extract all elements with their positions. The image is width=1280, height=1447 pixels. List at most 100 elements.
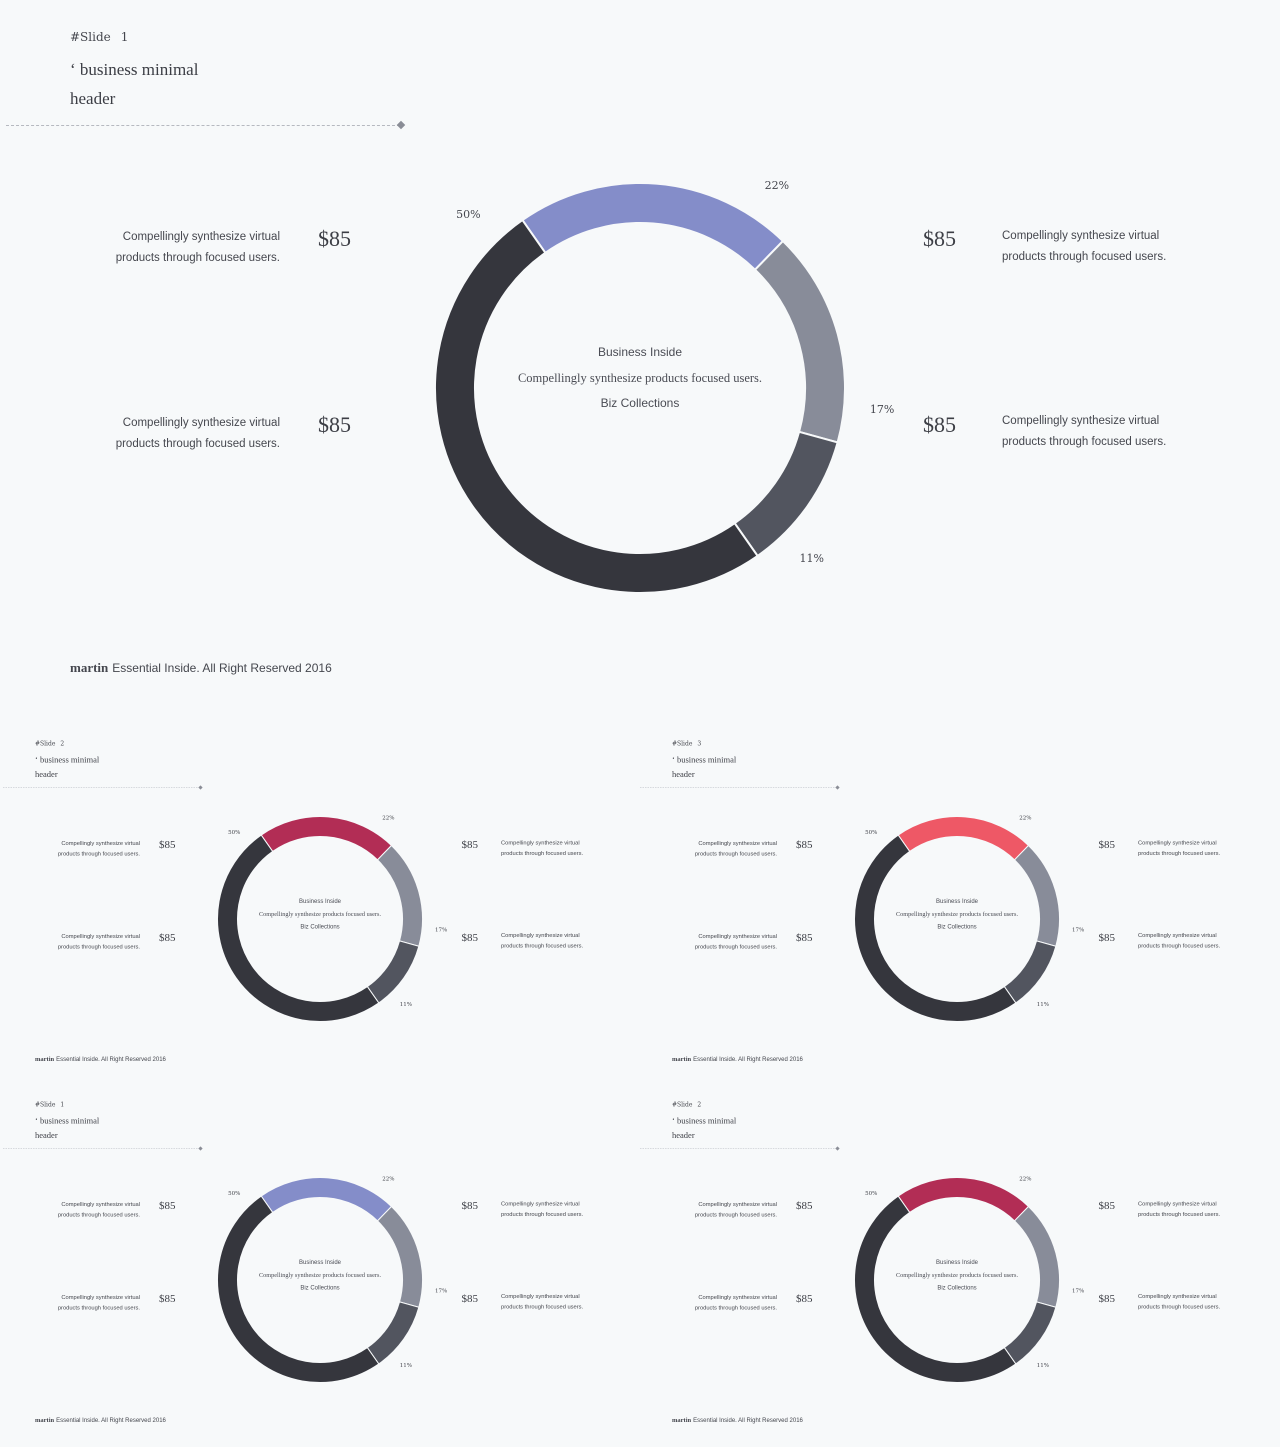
slice-label-1: 22% [1019, 1175, 1032, 1183]
price-top-right: $85 [1098, 1199, 1116, 1212]
slice-label-4: 50% [228, 1190, 241, 1197]
donut-slice-1 [897, 1177, 1030, 1222]
donut-slice-1 [260, 816, 393, 861]
slide-title: ‘ business minimal header [70, 55, 198, 113]
price-top-left: $85 [796, 838, 813, 851]
slide-title-line-2: header [35, 1130, 58, 1141]
price-bottom-right: $85 [461, 1292, 479, 1305]
footer-brand: martin [672, 1055, 692, 1063]
center-caption: Biz Collections [937, 1284, 977, 1291]
slide-number: 1 [120, 30, 129, 44]
info-text-top-left: Compellingly synthesize virtual products… [57, 840, 140, 858]
donut-slice-4 [217, 1195, 380, 1383]
donut-slice-3 [366, 1301, 420, 1365]
header-divider [640, 787, 837, 788]
slide-title-line-1: ‘ business minimal [672, 1116, 737, 1126]
price-top-left: $85 [796, 1199, 813, 1212]
chart-center-text: Business Inside Compellingly synthesize p… [250, 1256, 390, 1293]
slice-label-2: 17% [1071, 926, 1085, 933]
slice-label-1: 22% [382, 1175, 395, 1183]
footer-brand: martin [70, 660, 109, 675]
info-text-top-right: Compellingly synthesize virtual products… [1138, 840, 1221, 857]
slice-label-4: 50% [865, 829, 878, 836]
donut-slice-4 [217, 834, 380, 1022]
price-top-left: $85 [318, 226, 351, 251]
footer-brand: martin [35, 1055, 55, 1063]
slice-label-1: 22% [1019, 814, 1032, 822]
donut-slice-3 [733, 430, 839, 558]
slide-tag: #Slide 1 [35, 1101, 64, 1108]
slice-label-4: 50% [456, 208, 481, 222]
slide-title-line-1: ‘ business minimal [672, 755, 737, 765]
footer-text: Essential Inside. All Right Reserved 201… [693, 1416, 803, 1424]
price-bottom-left: $85 [796, 1292, 813, 1305]
slide-title: ‘ business minimal header [672, 1114, 736, 1143]
slice-label-3: 11% [1036, 1001, 1049, 1008]
price-top-right: $85 [1098, 838, 1116, 851]
slice-label-3: 11% [799, 552, 824, 566]
center-caption: Biz Collections [300, 923, 340, 930]
donut-slice-4 [854, 834, 1017, 1022]
info-text-top-right: Compellingly synthesize virtual products… [501, 1201, 584, 1218]
slide-footer: martin Essential Inside. All Right Reserv… [70, 660, 332, 676]
center-title: Business Inside [597, 345, 683, 359]
slice-label-4: 50% [228, 829, 241, 836]
footer-text: Essential Inside. All Right Reserved 201… [56, 1416, 166, 1424]
info-text-top-left: Compellingly synthesize virtual products… [57, 1201, 140, 1219]
info-text-bottom-right: Compellingly synthesize virtual products… [1138, 932, 1221, 950]
slide-4: #Slide 1 ‘ business minimal header Business … [0, 1086, 640, 1436]
slide-3: #Slide 3 ‘ business minimal header Business … [637, 725, 1277, 1075]
donut-slice-1 [897, 816, 1030, 861]
donut-slice-4 [434, 218, 759, 594]
slide-tag: #Slide 3 [672, 740, 701, 747]
slice-label-2: 17% [434, 926, 448, 933]
center-title: Business Inside [298, 897, 342, 905]
slide-tag-label: #Slide [35, 1101, 56, 1108]
info-text-top-right: Compellingly synthesize virtual products… [501, 840, 584, 857]
slide-title-line-1: ‘ business minimal [70, 60, 199, 79]
slide-tag-label: #Slide [672, 1101, 693, 1108]
slice-label-1: 22% [764, 179, 790, 193]
donut-chart [434, 182, 846, 594]
slide-tag: #Slide 1 [70, 30, 128, 44]
slide-tag-label: #Slide [672, 740, 693, 747]
donut-slice-3 [1003, 940, 1057, 1004]
center-title: Business Inside [935, 1258, 979, 1266]
center-caption: Biz Collections [600, 396, 680, 410]
center-subtitle: Compellingly synthesize products focused… [258, 1271, 382, 1279]
footer-text: Essential Inside. All Right Reserved 201… [56, 1055, 166, 1063]
donut-slice-4 [854, 1195, 1017, 1383]
slide-1: #Slide 1 ‘ business minimal header Business … [0, 0, 1280, 700]
footer-brand: martin [35, 1416, 55, 1424]
info-text-top-left: Compellingly synthesize virtual products… [694, 1201, 777, 1219]
slice-label-2: 17% [434, 1287, 448, 1294]
slide-tag-label: #Slide [70, 30, 111, 44]
slide-number: 2 [60, 740, 65, 747]
info-text-bottom-left: Compellingly synthesize virtual products… [57, 933, 140, 951]
slice-label-2: 17% [869, 402, 895, 416]
slide-footer: martin Essential Inside. All Right Reserv… [672, 1416, 803, 1424]
center-caption: Biz Collections [300, 1284, 340, 1291]
slide-footer: martin Essential Inside. All Right Reserv… [672, 1055, 803, 1063]
price-bottom-left: $85 [318, 412, 351, 437]
center-caption: Biz Collections [937, 923, 977, 930]
donut-chart [217, 1177, 423, 1383]
slice-label-3: 11% [399, 1001, 412, 1008]
slice-label-3: 11% [399, 1362, 412, 1369]
price-top-left: $85 [159, 1199, 176, 1212]
slide-2: #Slide 2 ‘ business minimal header Business … [0, 725, 640, 1075]
info-text-bottom-left: Compellingly synthesize virtual products… [694, 1294, 777, 1312]
price-bottom-right: $85 [1098, 931, 1116, 944]
center-subtitle: Compellingly synthesize products focused… [895, 910, 1019, 918]
slide-tag: #Slide 2 [35, 740, 64, 747]
price-top-right: $85 [461, 838, 479, 851]
info-text-bottom-left: Compellingly synthesize virtual products… [57, 1294, 140, 1312]
footer-text: Essential Inside. All Right Reserved 201… [112, 661, 332, 675]
slide-title: ‘ business minimal header [672, 753, 736, 782]
slide-5: #Slide 2 ‘ business minimal header Business … [637, 1086, 1277, 1436]
slide-footer: martin Essential Inside. All Right Reserv… [35, 1416, 166, 1424]
slice-label-4: 50% [865, 1190, 878, 1197]
price-top-left: $85 [159, 838, 176, 851]
slice-label-3: 11% [1036, 1362, 1049, 1369]
chart-center-text: Business Inside Compellingly synthesize p… [887, 1256, 1027, 1293]
